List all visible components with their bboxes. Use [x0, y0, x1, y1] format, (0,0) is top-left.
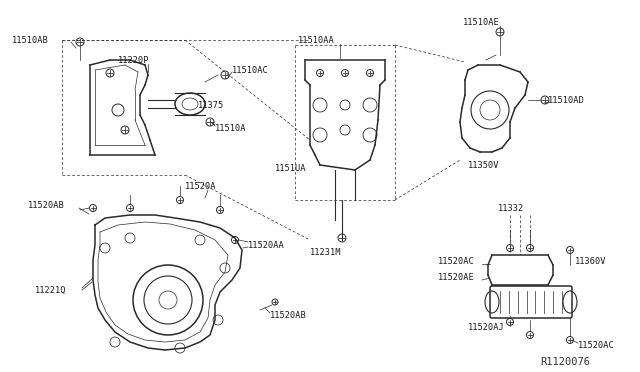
Text: 11375: 11375: [198, 100, 224, 109]
Text: R1120076: R1120076: [540, 357, 590, 367]
Text: 11520AJ: 11520AJ: [468, 324, 505, 333]
Text: 11510AA: 11510AA: [298, 35, 335, 45]
Text: 1151UA: 1151UA: [275, 164, 307, 173]
Text: 11520AC: 11520AC: [438, 257, 475, 266]
Text: 11221Q: 11221Q: [35, 285, 67, 295]
Text: 11520A: 11520A: [185, 182, 216, 190]
Text: 11350V: 11350V: [468, 160, 499, 170]
Text: 11520AB: 11520AB: [270, 311, 307, 320]
Text: 11520AB: 11520AB: [28, 201, 65, 209]
Text: 11360V: 11360V: [575, 257, 607, 266]
Text: 11520AC: 11520AC: [578, 340, 615, 350]
Text: 11220P: 11220P: [118, 55, 150, 64]
Text: 11231M: 11231M: [310, 247, 342, 257]
Text: 11520AE: 11520AE: [438, 273, 475, 282]
Text: 11510AB: 11510AB: [12, 35, 49, 45]
Text: 11510A: 11510A: [215, 124, 246, 132]
Text: 11520AA: 11520AA: [248, 241, 285, 250]
Text: 11510AD: 11510AD: [548, 96, 585, 105]
Text: 11332: 11332: [498, 203, 524, 212]
Text: 11510AC: 11510AC: [232, 65, 269, 74]
Text: 11510AE: 11510AE: [463, 17, 500, 26]
